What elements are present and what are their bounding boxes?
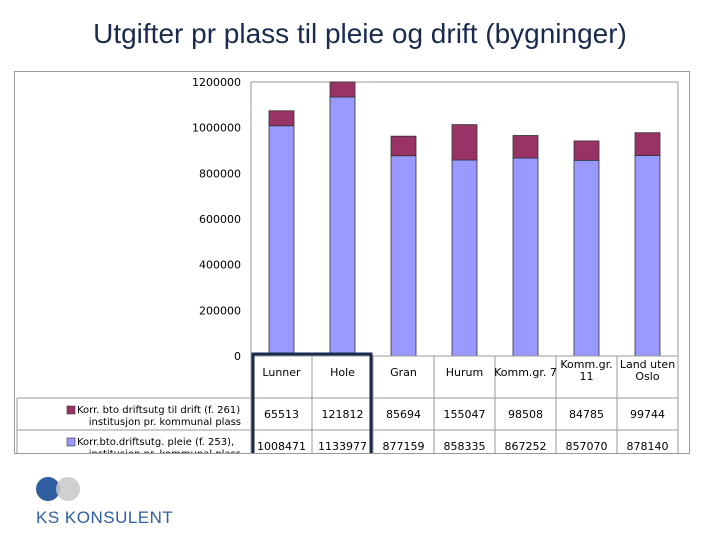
chart-frame: 1200000 1000000 800000 600000 400000 200000 0 L…	[14, 71, 690, 454]
bar-pleie	[390, 155, 417, 357]
bar-drift	[512, 135, 539, 159]
bar-pleie	[451, 159, 478, 357]
bar-drift	[390, 135, 417, 157]
category-label: Komm.gr. 7	[494, 366, 557, 379]
data-label: 99744	[630, 408, 665, 421]
y-tick-label: 1200000	[192, 76, 241, 89]
data-label: 65513	[264, 408, 299, 421]
bar-pleie	[512, 157, 539, 357]
ks-konsulent-logo	[36, 477, 80, 501]
data-label: 877159	[383, 440, 425, 453]
legend-label: Korr.bto.driftsutg. pleie (f. 253),	[77, 437, 234, 448]
legend-label: Korr. bto driftsutg til drift (f. 261)	[77, 405, 240, 416]
data-label: 858335	[444, 440, 486, 453]
legend-label: institusjon pr. kommunal plass	[89, 417, 241, 428]
highlight-box	[251, 352, 373, 453]
bar-drift	[268, 110, 295, 127]
bar-pleie	[268, 125, 295, 357]
logo-circle-dark	[36, 477, 60, 501]
bar-pleie	[573, 159, 600, 357]
data-label: 1133977	[318, 440, 367, 453]
y-tick-label: 800000	[199, 167, 241, 180]
logo-circle-light	[56, 477, 80, 501]
data-label: 121812	[322, 408, 364, 421]
data-label: 85694	[386, 408, 421, 421]
bar-pleie	[329, 96, 356, 357]
category-label: Gran	[390, 366, 417, 379]
legend-label: institusjon pr. kommunal plass	[89, 449, 241, 453]
category-label: 11	[580, 370, 594, 383]
data-label: 867252	[505, 440, 547, 453]
data-label: 98508	[508, 408, 543, 421]
bar-pleie	[634, 155, 661, 357]
y-tick-label: 400000	[199, 259, 241, 272]
legend-swatch	[66, 437, 76, 447]
category-label: Komm.gr.	[560, 358, 612, 371]
data-label: 857070	[566, 440, 608, 453]
data-label: 155047	[444, 408, 486, 421]
category-label: Land uten	[620, 358, 675, 371]
chart-svg: 1200000 1000000 800000 600000 400000 200000 0 L…	[16, 76, 679, 453]
y-tick-label: 200000	[199, 304, 241, 317]
bar-drift	[329, 81, 356, 98]
category-label: Hurum	[446, 366, 483, 379]
bar-drift	[634, 132, 661, 156]
legend-swatch	[66, 405, 76, 415]
data-label: 878140	[627, 440, 669, 453]
y-tick-label: 1000000	[192, 122, 241, 135]
y-tick-label: 0	[234, 350, 241, 363]
chart-title: Utgifter pr plass til pleie og drift (by…	[93, 18, 627, 49]
category-label: Oslo	[635, 370, 659, 383]
logo-text: KS KONSULENT	[36, 508, 174, 527]
data-label: 1008471	[257, 440, 306, 453]
category-label: Lunner	[262, 366, 301, 379]
data-label: 84785	[569, 408, 604, 421]
bar-drift	[573, 140, 600, 161]
bar-drift	[451, 124, 478, 161]
category-label: Hole	[330, 366, 355, 379]
y-tick-label: 600000	[199, 213, 241, 226]
